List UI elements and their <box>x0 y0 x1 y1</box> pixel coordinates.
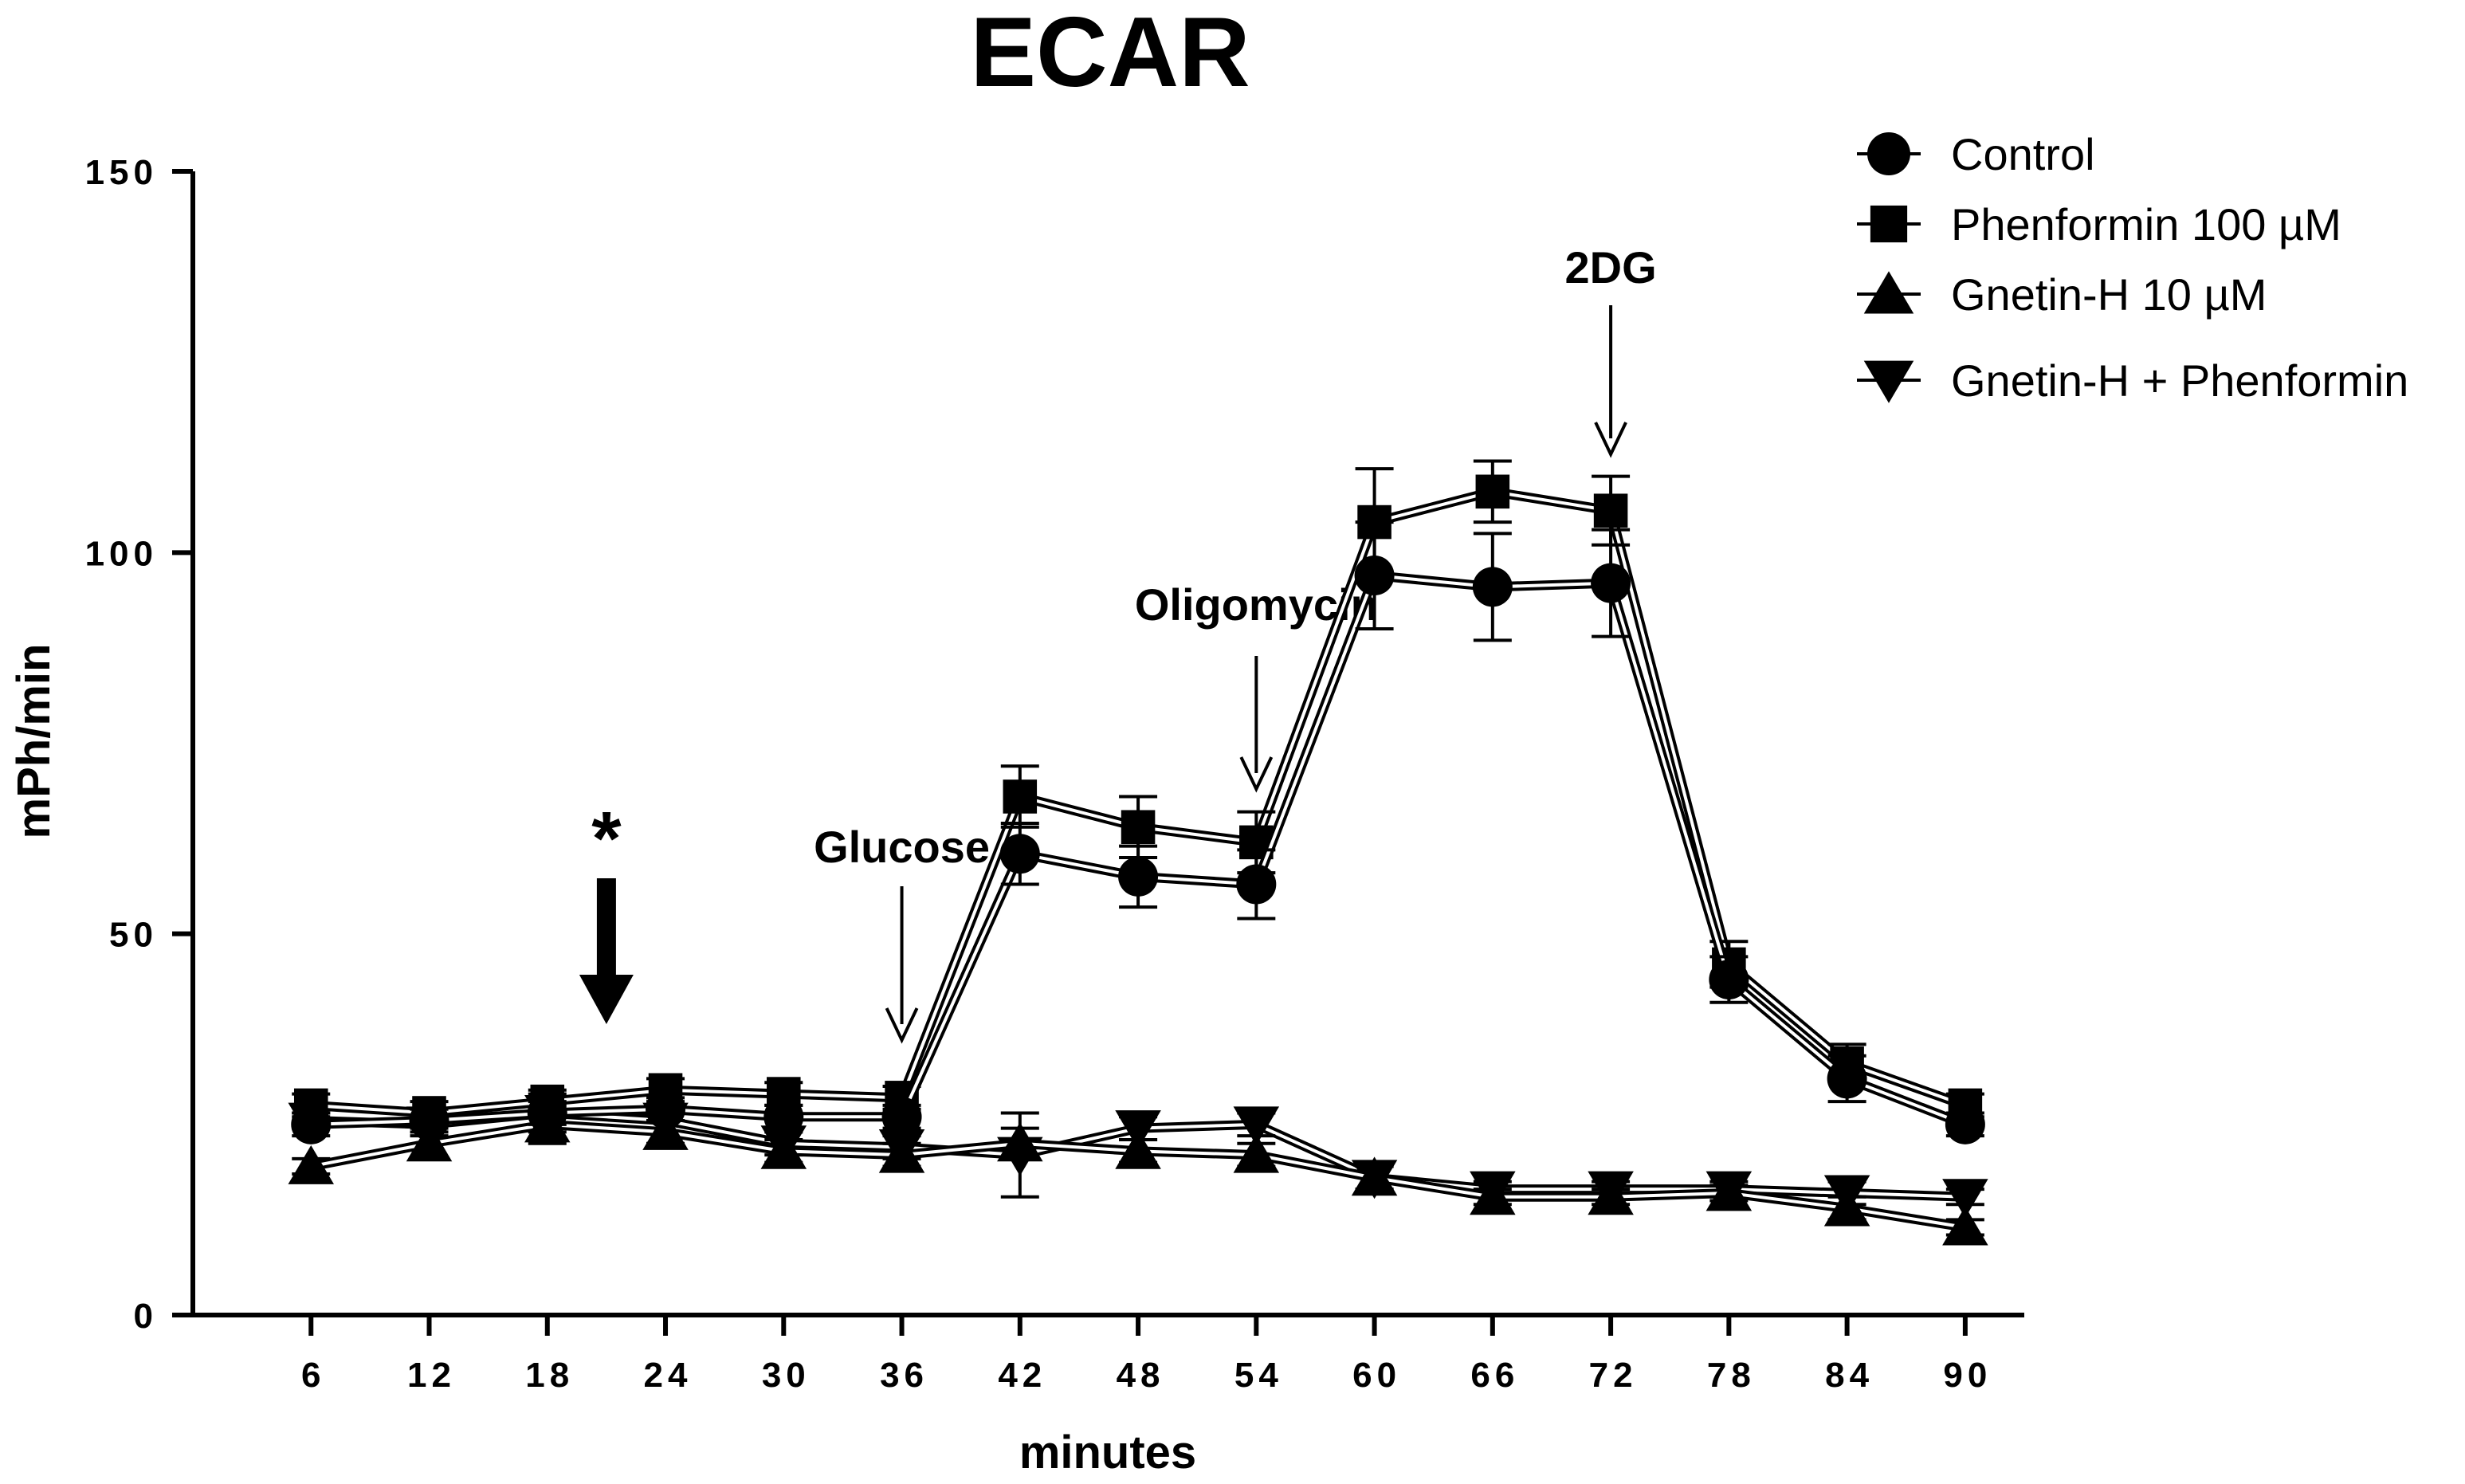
arrow-down-icon <box>1239 756 1274 793</box>
legend-label: Phenformin 100 µM <box>1951 199 2341 249</box>
data-point <box>1709 960 1749 1000</box>
series-circle <box>291 520 1985 1144</box>
data-point <box>1351 1156 1398 1196</box>
x-tick-label: 54 <box>1234 1356 1283 1395</box>
y-tick-label: 0 <box>134 1297 158 1336</box>
y-tick-label: 50 <box>109 916 158 955</box>
annotation-label: Glucose <box>814 822 990 872</box>
data-point <box>1470 1176 1516 1215</box>
data-point <box>999 834 1040 874</box>
chart-title: ECAR <box>970 0 1250 108</box>
data-point <box>1003 779 1038 814</box>
x-tick-label: 6 <box>301 1356 325 1395</box>
legend: Control Phenformin 100 µM Gnetin-H 10 µM Gn… <box>1857 129 2408 406</box>
x-tick-label: 48 <box>1117 1356 1165 1395</box>
data-point <box>763 1097 804 1137</box>
data-point <box>291 1104 332 1144</box>
data-point <box>288 1145 335 1184</box>
data-point <box>760 1129 807 1169</box>
x-tick-label: 60 <box>1352 1356 1401 1395</box>
data-point <box>878 1133 925 1173</box>
data-point <box>409 1101 449 1141</box>
legend-label: Control <box>1951 129 2095 179</box>
x-tick-label: 18 <box>525 1356 574 1395</box>
legend-marker-icon <box>1863 360 1914 403</box>
x-tick-label: 36 <box>880 1356 928 1395</box>
x-tick-label: 84 <box>1825 1356 1874 1395</box>
series-layer <box>288 459 1988 1246</box>
x-tick-label: 72 <box>1589 1356 1638 1395</box>
legend-label: Gnetin-H 10 µM <box>1951 269 2267 320</box>
y-axis-label: mPh/min <box>8 644 60 839</box>
legend-marker-icon <box>1867 132 1910 175</box>
data-point <box>1942 1206 1988 1246</box>
x-tick-label: 12 <box>407 1356 456 1395</box>
data-point <box>1233 1106 1280 1146</box>
data-point <box>1823 1187 1870 1227</box>
legend-item: Gnetin-H 10 µM <box>1857 269 2267 320</box>
data-point <box>406 1122 453 1162</box>
y-tick-label: 150 <box>85 153 158 192</box>
data-point <box>1588 1176 1634 1215</box>
x-axis-label: minutes <box>1019 1427 1196 1478</box>
legend-item: Control <box>1857 129 2095 179</box>
data-point <box>1115 1110 1161 1150</box>
axes: 0 50 100 150 6 12 18 24 30 36 42 48 54 60 66 72 78 84 90 <box>85 153 2024 1395</box>
legend-marker-icon <box>1863 271 1914 314</box>
data-point <box>1942 1179 1988 1219</box>
data-point <box>1115 1129 1161 1169</box>
x-tick-label: 42 <box>998 1356 1046 1395</box>
annotation-glucose: Glucose <box>814 822 990 1044</box>
data-point <box>527 1093 567 1133</box>
x-tick-label: 78 <box>1707 1356 1756 1395</box>
y-tick-label: 100 <box>85 534 158 573</box>
data-point <box>1236 864 1277 905</box>
data-point <box>1118 856 1159 897</box>
annotation-label: 2DG <box>1565 242 1657 292</box>
x-tick-label: 30 <box>762 1356 811 1395</box>
x-tick-label: 66 <box>1470 1356 1519 1395</box>
data-point <box>997 1122 1043 1162</box>
data-point <box>642 1110 689 1150</box>
data-point <box>1593 493 1628 528</box>
data-point <box>1945 1104 1985 1144</box>
legend-item: Phenformin 100 µM <box>1857 199 2341 249</box>
legend-marker-icon <box>1870 205 1908 243</box>
data-point <box>646 1089 686 1129</box>
data-point <box>1705 1172 1753 1211</box>
data-point <box>1121 810 1156 845</box>
arrow-down-icon <box>1594 422 1627 458</box>
annotation-star: * <box>579 796 634 1024</box>
data-point <box>1233 1133 1280 1173</box>
arrow-down-icon <box>579 975 634 1024</box>
annotation-2dg: 2DG <box>1565 242 1657 458</box>
data-point <box>1591 563 1631 603</box>
annotation-star-label: * <box>591 796 622 881</box>
legend-item: Gnetin-H + Phenformin <box>1857 355 2408 406</box>
legend-label: Gnetin-H + Phenformin <box>1951 355 2408 406</box>
data-point <box>1475 474 1510 509</box>
data-point <box>1354 556 1395 596</box>
thick-arrow-shaft <box>596 878 616 978</box>
data-point <box>881 1097 922 1137</box>
x-tick-label: 24 <box>644 1356 693 1395</box>
x-tick-label: 90 <box>1943 1356 1992 1395</box>
data-point <box>1827 1058 1867 1099</box>
data-point <box>1472 567 1513 607</box>
arrow-down-icon <box>885 1007 919 1044</box>
